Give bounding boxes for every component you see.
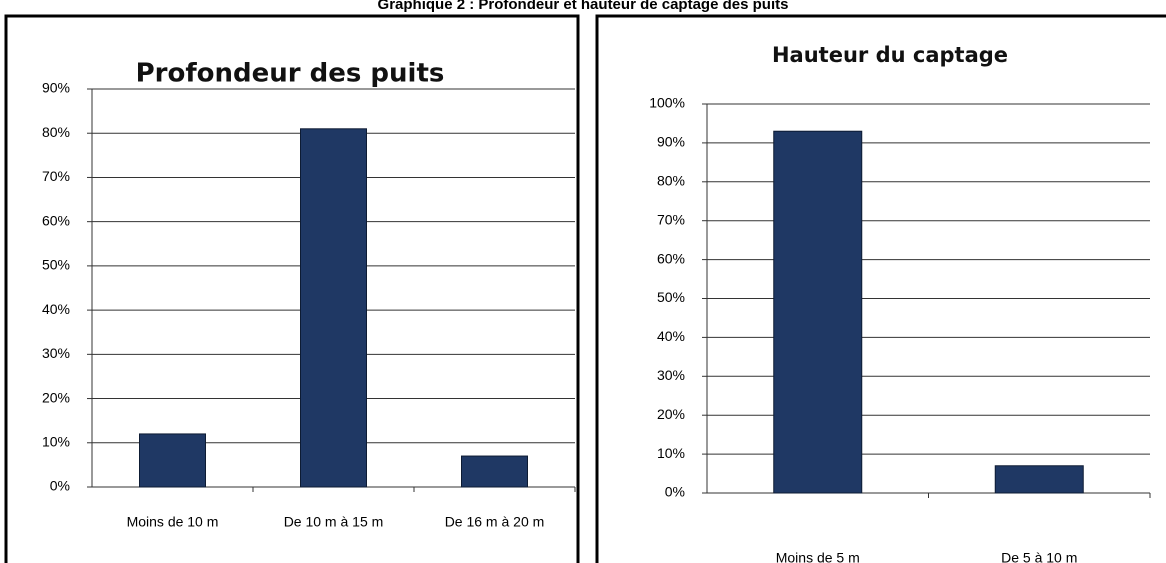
x-tick-label: Moins de 10 m	[127, 514, 219, 530]
caption: Graphique 2 : Profondeur et hauteur de c…	[378, 0, 789, 13]
y-tick-label: 100%	[649, 95, 685, 111]
y-tick-label: 90%	[42, 80, 70, 96]
x-tick-label: De 10 m à 15 m	[284, 514, 384, 530]
bar	[300, 128, 367, 488]
x-tick-label: De 5 à 10 m	[1001, 550, 1077, 563]
y-tick-label: 80%	[657, 173, 685, 189]
x-tick-label: De 16 m à 20 m	[445, 514, 545, 530]
y-tick-label: 0%	[665, 484, 685, 500]
y-tick-label: 80%	[42, 124, 70, 140]
bar	[994, 465, 1084, 494]
chart-title: Hauteur du captage	[772, 43, 1008, 67]
y-tick-label: 10%	[42, 433, 70, 449]
y-tick-label: 10%	[657, 445, 685, 461]
x-tick-label: Moins de 5 m	[776, 550, 860, 563]
y-tick-label: 40%	[657, 328, 685, 344]
y-tick-label: 60%	[657, 250, 685, 266]
y-tick-label: 20%	[657, 406, 685, 422]
y-tick-label: 30%	[657, 367, 685, 383]
bar	[139, 433, 206, 488]
y-tick-label: 90%	[657, 134, 685, 150]
y-tick-label: 0%	[50, 478, 70, 494]
y-tick-label: 20%	[42, 389, 70, 405]
y-tick-label: 50%	[42, 257, 70, 273]
y-tick-label: 70%	[42, 168, 70, 184]
bar	[773, 130, 863, 494]
y-tick-label: 70%	[657, 211, 685, 227]
bar	[461, 455, 528, 488]
y-tick-label: 60%	[42, 212, 70, 228]
y-tick-label: 40%	[42, 301, 70, 317]
chart-title: Profondeur des puits	[136, 59, 445, 89]
y-tick-label: 30%	[42, 345, 70, 361]
y-tick-label: 50%	[657, 289, 685, 305]
